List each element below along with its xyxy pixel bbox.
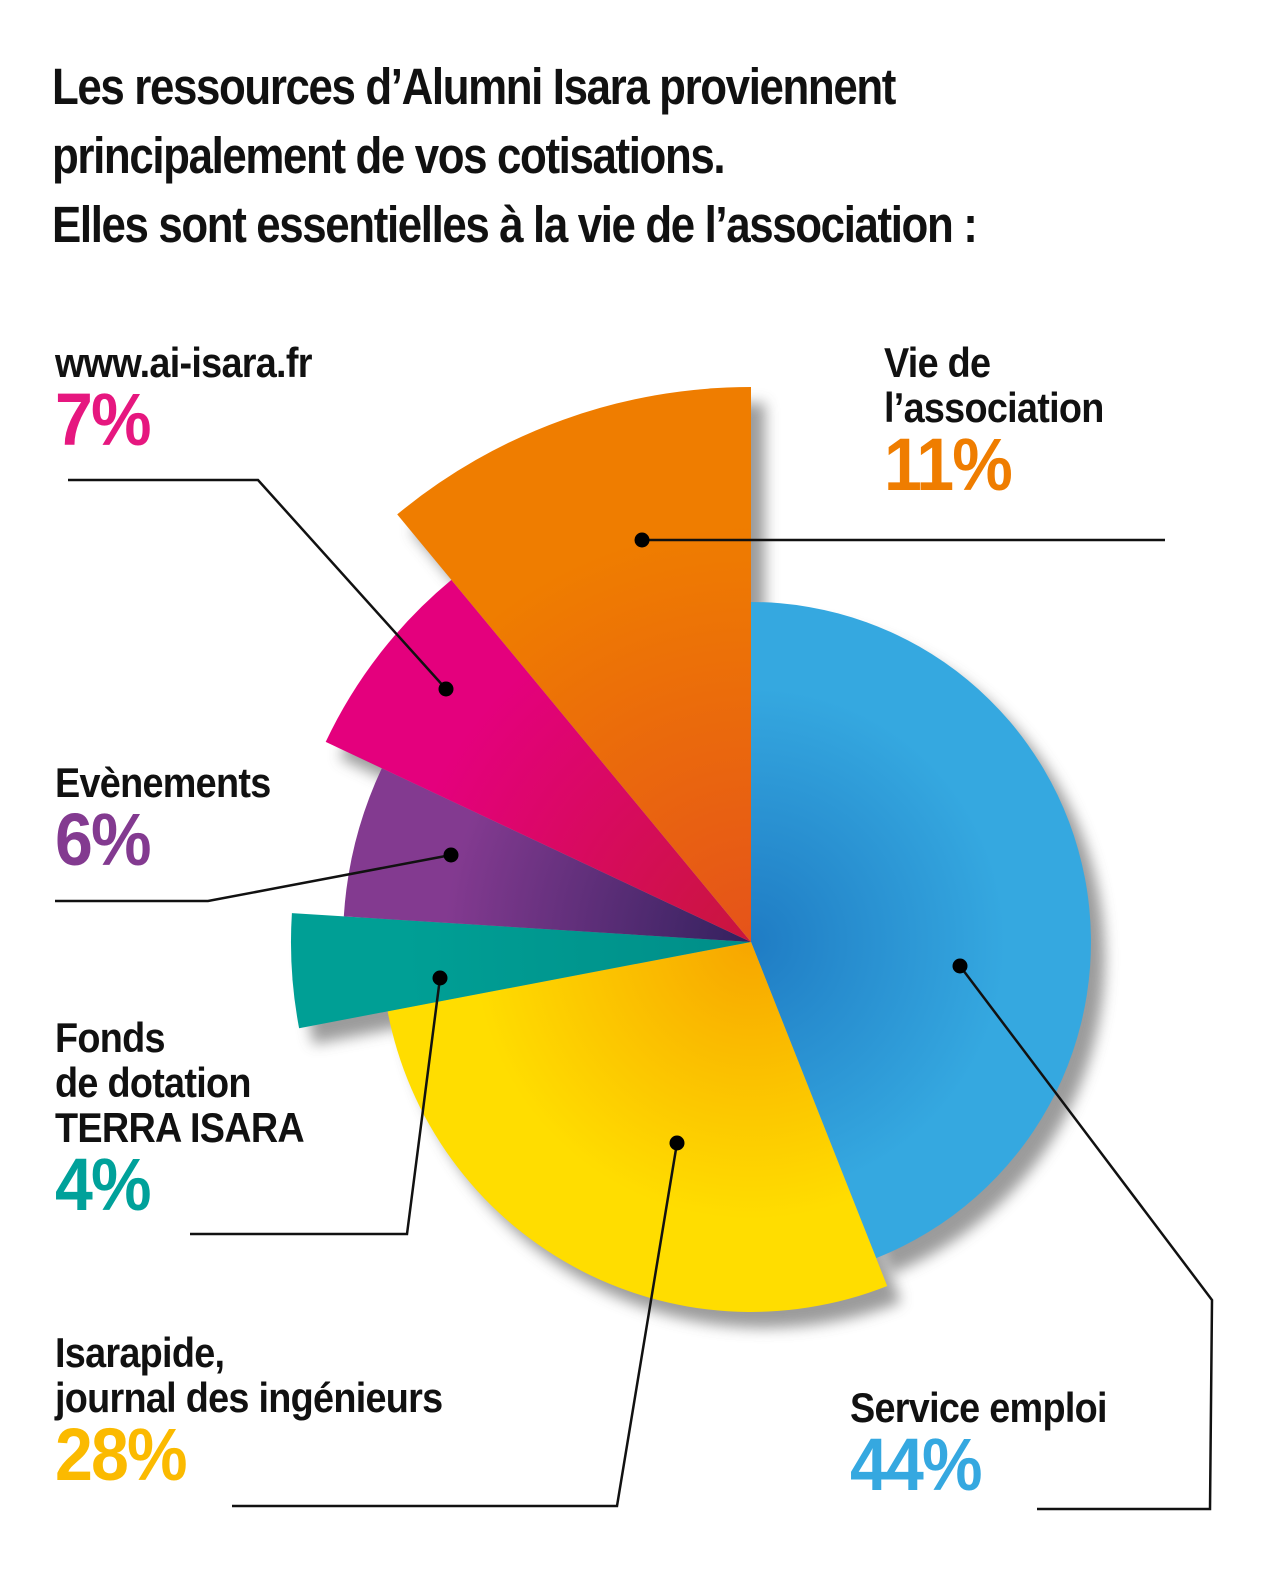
slice-evenements — [343, 768, 751, 942]
title-line-2: principalement de vos cotisations. — [52, 127, 726, 184]
leader-line-fonds — [190, 977, 442, 1236]
leader-line-site — [68, 478, 447, 690]
label-fonds-name-1: Fonds — [55, 1014, 166, 1061]
label-service-emploi-pct: 44% — [850, 1423, 983, 1506]
label-service-emploi-name: Service emploi — [850, 1384, 1107, 1431]
leader-dot-service_emploi — [952, 958, 968, 974]
label-vie-name-2: l’association — [884, 384, 1104, 431]
label-fonds: Fonds de dotation TERRA ISARA 4% — [55, 1014, 332, 1226]
title-line-3: Elles sont essentielles à la vie de l’as… — [52, 196, 978, 253]
leader-dot-evenements — [443, 847, 459, 863]
label-isarapide-name-2: journal des ingénieurs — [55, 1374, 443, 1421]
label-site: www.ai-isara.fr 7% — [55, 339, 340, 461]
leader-line-isarapide — [232, 1142, 679, 1508]
leader-lines — [55, 478, 1214, 1511]
label-evenements: Evènements 6% — [55, 759, 294, 881]
slice-fonds — [290, 913, 751, 1029]
label-isarapide-pct: 28% — [55, 1413, 188, 1496]
slices — [290, 387, 1091, 1312]
infographic-title: Les ressources d’Alumni Isara proviennen… — [52, 52, 978, 259]
label-site-pct: 7% — [55, 378, 152, 461]
slice-service_emploi — [751, 602, 1091, 1259]
slice-site — [325, 579, 751, 942]
label-site-name: www.ai-isara.fr — [55, 339, 312, 386]
label-vie: Vie de l’association 11% — [884, 339, 1128, 506]
label-isarapide: Isarapide, journal des ingénieurs 28% — [55, 1329, 486, 1496]
leader-dot-site — [438, 681, 454, 697]
label-evenements-name: Evènements — [55, 759, 271, 806]
leader-dot-fonds — [432, 970, 448, 986]
label-evenements-pct: 6% — [55, 798, 152, 881]
title-line-1: Les ressources d’Alumni Isara proviennen… — [52, 58, 896, 115]
leader-line-evenements — [55, 853, 452, 903]
label-fonds-pct: 4% — [55, 1143, 152, 1226]
label-fonds-name-2: de dotation — [55, 1059, 251, 1106]
label-fonds-name-3: TERRA ISARA — [55, 1104, 305, 1151]
leader-line-service_emploi — [959, 965, 1214, 1511]
label-vie-pct: 11% — [884, 423, 1013, 506]
slice-isarapide — [387, 942, 888, 1312]
label-isarapide-name-1: Isarapide, — [55, 1329, 225, 1376]
label-service-emploi: Service emploi 44% — [850, 1384, 1135, 1506]
label-vie-name-1: Vie de — [884, 339, 991, 386]
leader-dot-isarapide — [669, 1135, 685, 1151]
slice-vie — [397, 387, 751, 942]
leader-dot-vie — [634, 532, 650, 548]
